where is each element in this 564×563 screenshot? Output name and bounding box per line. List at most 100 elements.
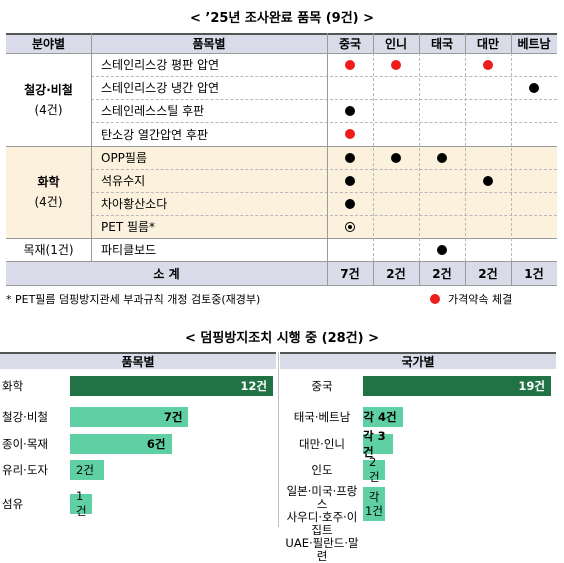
- mark-cell: [511, 99, 557, 122]
- country-bar: 각 4건: [363, 407, 403, 427]
- mark-cell: [419, 192, 465, 215]
- group-chemical-name: 화학: [37, 175, 60, 189]
- mark-cell: [373, 146, 419, 169]
- mark-cell: [373, 192, 419, 215]
- country-bar-value: 각: [368, 490, 380, 504]
- item-bar-value: 12건: [240, 379, 267, 393]
- panel-divider: [278, 352, 279, 527]
- mark-cell: [419, 76, 465, 99]
- country-bar-value: 19건: [518, 379, 545, 393]
- black-dot-icon: [345, 175, 355, 186]
- mark-cell: [327, 76, 373, 99]
- item-bar: 12건: [70, 376, 273, 396]
- black-dot-icon: [345, 152, 355, 163]
- mark-cell: [511, 238, 557, 261]
- total-indonesia: 2건: [373, 261, 419, 285]
- item-category-line: 종이·목재: [2, 436, 48, 451]
- red-dot-icon: [483, 59, 493, 70]
- legend: 가격약속 체결: [430, 291, 512, 307]
- header-item: 품목별: [91, 33, 327, 53]
- mark-cell: [419, 122, 465, 146]
- country-category-line: 인도: [311, 462, 333, 477]
- item-bar: 1건: [70, 489, 92, 518]
- header-indonesia: 인니: [373, 33, 419, 53]
- country-bar: 각 3건: [363, 429, 393, 459]
- item-category-label: 섬유: [2, 496, 68, 511]
- item-name: 스테인레스스틸 후판: [101, 104, 205, 118]
- mark-cell: [465, 53, 511, 76]
- mark-cell: [327, 192, 373, 215]
- item-name: OPP필름: [101, 151, 147, 165]
- mark-cell: [465, 238, 511, 261]
- item-category-line: 화학: [2, 378, 24, 393]
- group-steel-name: 철강·비철: [24, 82, 73, 97]
- mark-cell: [419, 146, 465, 169]
- group-wood-name: 목재(1건): [23, 242, 74, 257]
- country-category-line: 중국: [311, 378, 333, 393]
- mark-cell: [419, 169, 465, 192]
- item-category-line: 철강·비철: [2, 409, 48, 424]
- mark-cell: [465, 99, 511, 122]
- total-vietnam: 1건: [511, 261, 557, 285]
- country-bar: 2건: [363, 455, 385, 484]
- item-bar-value: 7건: [163, 410, 183, 424]
- country-bar: 각 1건: [363, 487, 385, 521]
- mark-cell: [327, 53, 373, 76]
- country-category-label: 인도: [282, 462, 362, 477]
- mark-cell: [465, 76, 511, 99]
- ring-dot-icon: [345, 221, 355, 232]
- item-category-label: 유리·도자: [2, 462, 68, 477]
- total-taiwan: 2건: [465, 261, 511, 285]
- mark-cell: [373, 215, 419, 238]
- mark-cell: [511, 215, 557, 238]
- footnote: * PET필름 덤핑방지관세 부과규칙 개정 검토중(재경부): [6, 293, 261, 306]
- item-category-line: 섬유: [2, 496, 24, 511]
- group-chemical: 화학 (4건): [6, 146, 91, 238]
- black-dot-icon: [437, 152, 447, 163]
- country-category-label: 태국·베트남: [282, 409, 362, 424]
- total-thailand: 2건: [419, 261, 465, 285]
- mark-cell: [511, 146, 557, 169]
- item-name: 파티클보드: [101, 243, 157, 257]
- item-category-line: 유리·도자: [2, 462, 48, 477]
- mark-cell: [511, 192, 557, 215]
- by-item-header: 품목별: [0, 352, 276, 369]
- group-steel-count: (4건): [34, 102, 63, 117]
- item-category-label: 철강·비철: [2, 409, 68, 424]
- black-dot-icon: [391, 152, 401, 163]
- section2-title: < 덤핑방지조치 시행 중 (28건) >: [185, 331, 379, 346]
- mark-cell: [327, 146, 373, 169]
- mark-cell: [373, 53, 419, 76]
- mark-cell: [511, 53, 557, 76]
- item-name: 스테인리스강 냉간 압연: [101, 81, 220, 95]
- mark-cell: [465, 192, 511, 215]
- country-category-line: 태국·베트남: [293, 409, 351, 424]
- country-bar: 19건: [363, 376, 551, 396]
- mark-cell: [419, 99, 465, 122]
- mark-cell: [511, 76, 557, 99]
- red-dot-icon: [391, 59, 401, 70]
- total-label: 소 계: [6, 261, 327, 285]
- item-bar: 7건: [70, 407, 189, 427]
- country-bar-value: 각 4건: [363, 410, 397, 424]
- item-name: 석유수지: [101, 174, 146, 188]
- mark-cell: [511, 122, 557, 146]
- mark-cell: [419, 215, 465, 238]
- country-category-label: 대만·인니: [282, 437, 362, 451]
- legend-label: 가격약속 체결: [448, 293, 513, 306]
- header-china: 중국: [327, 33, 373, 53]
- country-bar-value: 1건: [365, 504, 383, 518]
- mark-cell: [465, 215, 511, 238]
- item-bar-value: 1건: [76, 489, 87, 518]
- header-taiwan: 대만: [465, 33, 511, 53]
- black-dot-icon: [345, 198, 355, 209]
- item-category-label: 종이·목재: [2, 436, 68, 451]
- legend-red-dot-icon: [430, 294, 440, 304]
- country-category-line: UAE·필란드·말련: [285, 535, 359, 563]
- black-dot-icon: [483, 175, 493, 186]
- mark-cell: [465, 146, 511, 169]
- black-dot-icon: [437, 244, 447, 255]
- black-dot-icon: [529, 82, 539, 93]
- mark-cell: [373, 169, 419, 192]
- mark-cell: [327, 122, 373, 146]
